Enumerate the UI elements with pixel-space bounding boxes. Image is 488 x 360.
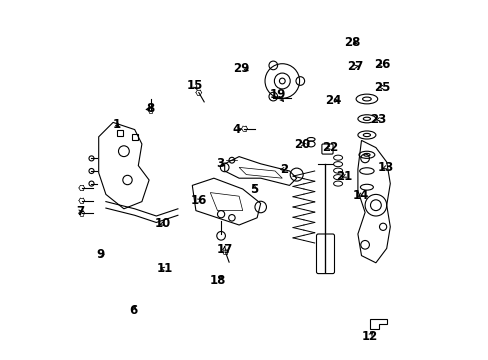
Text: 20: 20 [293, 138, 309, 150]
Text: 8: 8 [146, 102, 154, 115]
Text: 16: 16 [190, 194, 206, 207]
Text: 2: 2 [280, 163, 287, 176]
Text: 17: 17 [216, 243, 232, 256]
Text: 29: 29 [233, 62, 249, 75]
Text: 6: 6 [129, 304, 138, 317]
Text: 15: 15 [186, 79, 203, 92]
Text: 13: 13 [377, 161, 393, 174]
Text: 28: 28 [344, 36, 360, 49]
Text: 19: 19 [269, 88, 285, 101]
Bar [117, 130, 123, 136]
Text: 3: 3 [216, 157, 224, 170]
Text: 26: 26 [373, 58, 389, 71]
Text: 10: 10 [154, 217, 170, 230]
Text: 1: 1 [112, 118, 121, 131]
Text: 9: 9 [96, 248, 104, 261]
Text: 25: 25 [373, 81, 389, 94]
Text: 18: 18 [210, 274, 226, 287]
Text: 4: 4 [232, 123, 240, 136]
Bar [132, 134, 137, 140]
Text: 27: 27 [346, 60, 363, 73]
Text: 22: 22 [322, 141, 338, 154]
Text: 14: 14 [351, 189, 368, 202]
Text: 12: 12 [361, 330, 377, 343]
Text: 21: 21 [336, 170, 352, 183]
Text: 23: 23 [369, 113, 386, 126]
Text: 11: 11 [156, 262, 172, 275]
Text: 24: 24 [325, 94, 341, 107]
Text: 5: 5 [249, 183, 258, 195]
Text: 7: 7 [76, 205, 84, 218]
